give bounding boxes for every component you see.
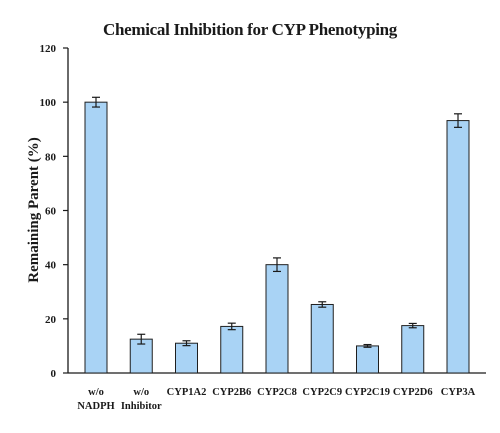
bar [220, 325, 244, 374]
x-tick-label: CYP2B6 [212, 387, 251, 398]
y-tick-label: 100 [40, 97, 57, 109]
chart-title: Chemical Inhibition for CYP Phenotyping [102, 20, 398, 39]
y-tick-label: 60 [45, 206, 57, 218]
x-tick-label: CYP2C19 [345, 387, 390, 398]
bar [446, 120, 470, 374]
bar [356, 345, 379, 374]
bar [84, 101, 108, 374]
error-bar [363, 343, 372, 348]
error-bar [182, 340, 191, 347]
x-tick-label: w/o NADPH [77, 387, 114, 412]
y-axis-title: Remaining Parent (%) [26, 137, 42, 283]
bars [84, 101, 470, 374]
y-tick-label: 120 [40, 43, 57, 55]
y-axis-ticks: 0 20 40 60 80 100 120 [40, 43, 68, 380]
error-bar [137, 333, 146, 345]
x-tick-label: w/o Inhibitor [121, 387, 162, 412]
error-bar [227, 322, 236, 331]
error-bar [408, 322, 417, 329]
x-tick-label: CYP2D6 [393, 387, 433, 398]
x-tick-label: CYP2C8 [257, 387, 297, 398]
x-tick-label: CYP3A [441, 387, 476, 398]
error-bar [318, 301, 327, 308]
x-tick-label: CYP1A2 [167, 387, 207, 398]
bar [265, 264, 289, 374]
error-bar [454, 113, 462, 128]
y-tick-label: 40 [45, 260, 57, 272]
error-bars [92, 96, 462, 348]
error-bar [273, 257, 281, 273]
bar [401, 325, 425, 374]
x-tick-label: CYP2C9 [302, 387, 342, 398]
x-axis-labels: w/o NADPH w/o Inhibitor CYP1A2 CYP2B6 CYP2C8 CY… [77, 387, 475, 412]
bar [175, 342, 198, 374]
error-bar [92, 96, 100, 108]
y-tick-label: 0 [51, 368, 57, 380]
bar [310, 303, 334, 374]
y-tick-label: 20 [45, 314, 57, 326]
y-tick-label: 80 [45, 151, 57, 163]
